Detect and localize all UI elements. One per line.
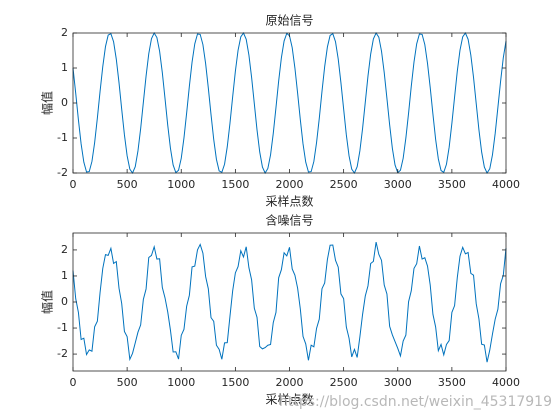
y-axis-label: 幅值 — [40, 290, 55, 314]
x-tick-label: 2000 — [276, 376, 304, 389]
y-tick-label: 1 — [61, 61, 68, 74]
y-tick-label: 2 — [61, 26, 68, 39]
x-tick-label: 2500 — [330, 178, 358, 191]
chart-title: 含噪信号 — [265, 213, 313, 228]
x-axis-label: 采样点数 — [265, 194, 313, 209]
axes-area — [73, 33, 506, 173]
y-tick-label: 0 — [61, 96, 68, 109]
x-tick-label: 1000 — [167, 178, 195, 191]
x-tick-label: 0 — [70, 178, 77, 191]
y-tick-label: 0 — [61, 295, 68, 308]
x-tick-label: 500 — [117, 376, 138, 389]
y-tick-label: -2 — [57, 347, 68, 360]
y-axis-label: 幅值 — [40, 91, 55, 115]
x-tick-label: 3000 — [384, 178, 412, 191]
x-tick-label: 4000 — [492, 376, 520, 389]
x-tick-label: 1500 — [221, 178, 249, 191]
y-tick-label: -2 — [57, 166, 68, 179]
x-tick-label: 2500 — [330, 376, 358, 389]
signal-line — [72, 242, 507, 363]
y-tick-label: 1 — [61, 269, 68, 282]
x-tick-label: 3500 — [438, 178, 466, 191]
x-axis-label: 采样点数 — [265, 392, 313, 407]
x-tick-label: 1500 — [221, 376, 249, 389]
chart-title: 原始信号 — [265, 14, 313, 28]
x-tick-label: 0 — [70, 376, 77, 389]
x-tick-label: 3500 — [438, 376, 466, 389]
y-tick-label: 2 — [61, 243, 68, 256]
y-tick-label: -1 — [57, 321, 68, 334]
x-tick-label: 2000 — [276, 178, 304, 191]
axes-area — [73, 233, 506, 371]
watermark: https://blog.csdn.net/weixin_45317919 — [279, 394, 552, 410]
x-tick-label: 500 — [117, 178, 138, 191]
y-tick-label: -1 — [57, 131, 68, 144]
x-tick-label: 3000 — [384, 376, 412, 389]
x-tick-label: 1000 — [167, 376, 195, 389]
x-tick-label: 4000 — [492, 178, 520, 191]
